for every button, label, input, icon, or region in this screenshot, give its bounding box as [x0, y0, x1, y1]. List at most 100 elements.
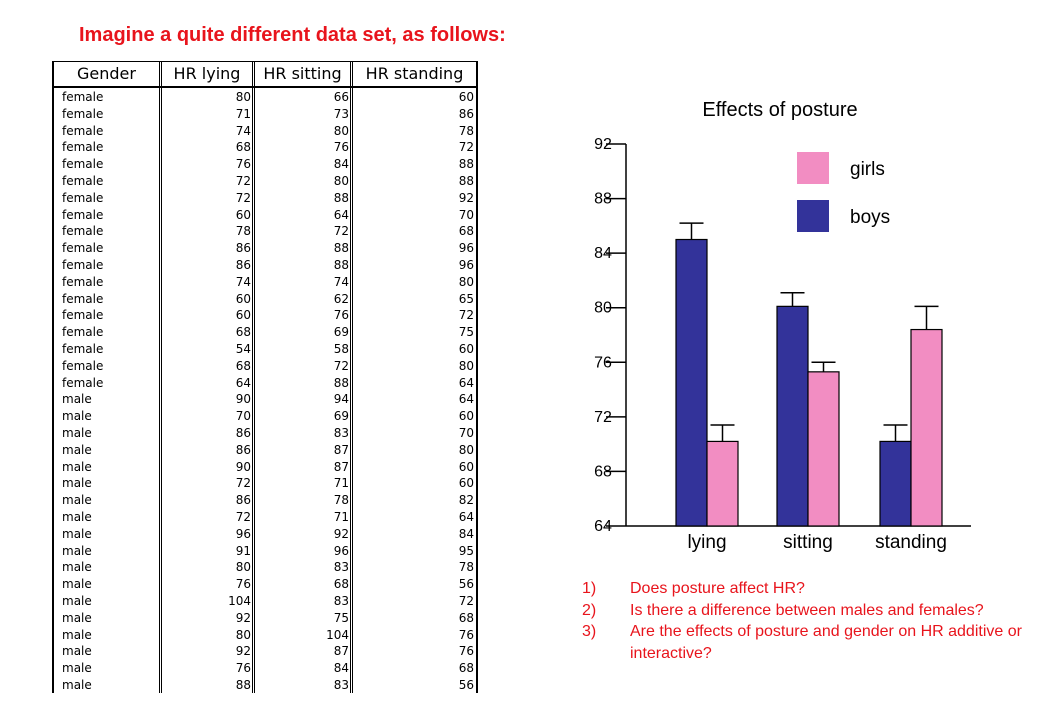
- cell-gender: female: [62, 90, 104, 104]
- table-row: male 72 71 64: [52, 509, 478, 526]
- cell-hr-lying: 70: [235, 409, 251, 424]
- legend-label-girls: girls: [850, 159, 885, 180]
- table-row: male 104 83 72: [52, 593, 478, 610]
- cell-gender: female: [62, 375, 104, 390]
- slide-title: Imagine a quite different data set, as f…: [79, 24, 506, 46]
- bar-boys-lying: [675, 238, 708, 527]
- question-list: 1) Does posture affect HR? 2) Is there a d…: [582, 578, 1022, 664]
- question-item: 1) Does posture affect HR?: [582, 578, 1022, 600]
- question-number: 3): [582, 623, 597, 640]
- cell-hr-lying: 86: [235, 425, 251, 440]
- cell-hr-sitting: 87: [333, 459, 349, 474]
- table-right-border: [476, 61, 478, 693]
- table-row: female 74 80 78: [52, 123, 478, 140]
- table-row: male 92 75 68: [52, 610, 478, 627]
- cell-hr-standing: 86: [458, 106, 474, 121]
- cell-hr-standing: 84: [458, 526, 474, 541]
- question-text: Is there a difference between males and …: [630, 601, 984, 619]
- cell-hr-sitting: 87: [333, 442, 349, 457]
- table-row: female 68 69 75: [52, 324, 478, 341]
- question-item: 3) Are the effects of posture and gender …: [582, 621, 1022, 664]
- cell-gender: male: [62, 661, 92, 676]
- header-hr-lying: HR lying: [173, 64, 241, 83]
- cell-hr-standing: 82: [458, 493, 474, 508]
- cell-gender: female: [62, 190, 104, 205]
- x-category-label: standing: [875, 532, 947, 553]
- cell-hr-sitting: 76: [333, 140, 349, 155]
- y-tick-label: 72: [594, 409, 612, 426]
- table-row: female 54 58 60: [52, 341, 478, 358]
- cell-hr-standing: 60: [458, 409, 474, 424]
- cell-hr-lying: 74: [235, 274, 251, 289]
- cell-gender: male: [62, 476, 92, 491]
- cell-gender: male: [62, 543, 92, 558]
- cell-hr-standing: 64: [458, 375, 474, 390]
- header-gender: Gender: [77, 64, 136, 83]
- table-row: female 71 73 86: [52, 106, 478, 123]
- table-row: male 90 94 64: [52, 391, 478, 408]
- cell-hr-lying: 92: [235, 610, 251, 625]
- x-category-label: lying: [687, 532, 726, 553]
- cell-gender: female: [62, 325, 104, 340]
- cell-gender: female: [62, 308, 104, 323]
- cell-hr-lying: 60: [235, 308, 251, 323]
- cell-hr-lying: 78: [235, 224, 251, 239]
- table-row: male 91 96 95: [52, 543, 478, 560]
- cell-hr-lying: 76: [235, 577, 251, 592]
- column-divider: [350, 61, 353, 693]
- table-row: female 64 88 64: [52, 375, 478, 392]
- cell-hr-standing: 96: [458, 241, 474, 256]
- cell-hr-lying: 96: [235, 526, 251, 541]
- cell-hr-standing: 88: [458, 157, 474, 172]
- cell-hr-lying: 76: [235, 157, 251, 172]
- cell-hr-lying: 72: [235, 509, 251, 524]
- table-row: male 86 83 70: [52, 425, 478, 442]
- table-left-border: [52, 61, 54, 693]
- y-tick-label: 64: [594, 518, 612, 535]
- cell-hr-sitting: 78: [333, 493, 349, 508]
- cell-hr-sitting: 71: [333, 509, 349, 524]
- cell-hr-sitting: 72: [333, 358, 349, 373]
- cell-hr-lying: 91: [235, 543, 251, 558]
- cell-hr-lying: 68: [235, 140, 251, 155]
- cell-hr-standing: 65: [458, 291, 474, 306]
- cell-hr-sitting: 72: [333, 224, 349, 239]
- column-divider: [159, 61, 162, 693]
- posture-chart: Effects of posture 64 68 72 76 80 84 88 92 lying s…: [594, 99, 971, 553]
- cell-gender: male: [62, 509, 92, 524]
- cell-gender: male: [62, 459, 92, 474]
- cell-hr-sitting: 80: [333, 123, 349, 138]
- bar-boys-sitting: [776, 305, 809, 527]
- cell-gender: female: [62, 157, 104, 172]
- cell-hr-standing: 60: [458, 476, 474, 491]
- cell-hr-standing: 72: [458, 308, 474, 323]
- cell-hr-sitting: 71: [333, 476, 349, 491]
- cell-hr-sitting: 87: [333, 644, 349, 659]
- cell-hr-lying: 92: [235, 644, 251, 659]
- cell-hr-sitting: 75: [333, 610, 349, 625]
- cell-hr-lying: 86: [235, 257, 251, 272]
- cell-gender: male: [62, 392, 92, 407]
- cell-hr-lying: 86: [235, 241, 251, 256]
- cell-hr-standing: 68: [458, 224, 474, 239]
- table-row: female 72 80 88: [52, 173, 478, 190]
- cell-hr-sitting: 68: [333, 577, 349, 592]
- cell-hr-lying: 90: [235, 459, 251, 474]
- cell-hr-sitting: 104: [326, 627, 349, 642]
- cell-hr-standing: 68: [458, 610, 474, 625]
- cell-hr-sitting: 88: [333, 241, 349, 256]
- question-text: Does posture affect HR?: [630, 580, 805, 597]
- cell-gender: male: [62, 493, 92, 508]
- table-row: female 60 64 70: [52, 207, 478, 224]
- cell-hr-sitting: 69: [333, 409, 349, 424]
- table-row: male 76 84 68: [52, 660, 478, 677]
- cell-hr-sitting: 66: [333, 90, 349, 104]
- table-row: female 78 72 68: [52, 223, 478, 240]
- legend-swatch-boys: [797, 200, 829, 232]
- cell-hr-standing: 78: [458, 123, 474, 138]
- cell-gender: male: [62, 442, 92, 457]
- hr-data-table: Gender HR lying HR sitting HR standing f…: [52, 61, 478, 693]
- cell-hr-sitting: 88: [333, 257, 349, 272]
- question-text: Are the effects of posture and gender on…: [630, 623, 1022, 662]
- cell-hr-standing: 78: [458, 560, 474, 575]
